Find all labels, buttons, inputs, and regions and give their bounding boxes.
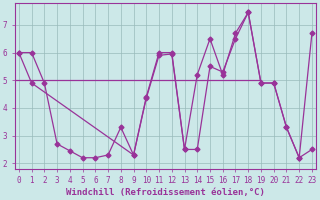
X-axis label: Windchill (Refroidissement éolien,°C): Windchill (Refroidissement éolien,°C) (66, 188, 265, 197)
